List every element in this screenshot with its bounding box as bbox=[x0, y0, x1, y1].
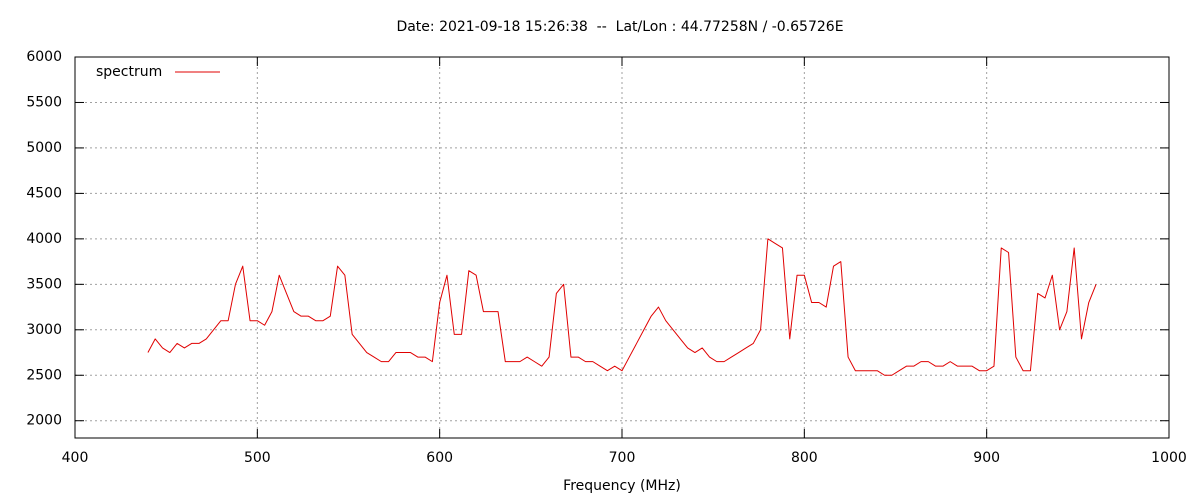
legend: spectrum bbox=[96, 64, 220, 80]
y-tick-label: 5000 bbox=[26, 140, 62, 156]
y-tick-label: 2000 bbox=[26, 413, 62, 429]
grid bbox=[75, 57, 1169, 438]
x-tick-label: 700 bbox=[609, 450, 636, 466]
x-tick-label: 400 bbox=[62, 450, 89, 466]
x-tick-label: 1000 bbox=[1151, 450, 1187, 466]
ticks: 2000 2500 3000 3500 4000 4500 5000 5500 6000 400 5… bbox=[26, 49, 1186, 466]
y-tick-label: 5500 bbox=[26, 94, 62, 110]
x-tick-label: 600 bbox=[426, 450, 453, 466]
chart-title: Date: 2021-09-18 15:26:38 -- Lat/Lon : 4… bbox=[396, 19, 843, 35]
y-tick-label: 3500 bbox=[26, 276, 62, 292]
y-tick-label: 4000 bbox=[26, 231, 62, 247]
legend-label: spectrum bbox=[96, 64, 162, 80]
plot bbox=[147, 238, 1097, 376]
x-tick-label: 500 bbox=[244, 450, 271, 466]
data-line bbox=[147, 238, 1097, 376]
x-tick-label: 800 bbox=[791, 450, 818, 466]
y-tick-label: 6000 bbox=[26, 49, 62, 65]
x-tick-label: 900 bbox=[973, 450, 1000, 466]
x-axis-label: Frequency (MHz) bbox=[563, 478, 681, 494]
y-tick-label: 4500 bbox=[26, 185, 62, 201]
y-tick-label: 3000 bbox=[26, 322, 62, 338]
y-tick-label: 2500 bbox=[26, 367, 62, 383]
